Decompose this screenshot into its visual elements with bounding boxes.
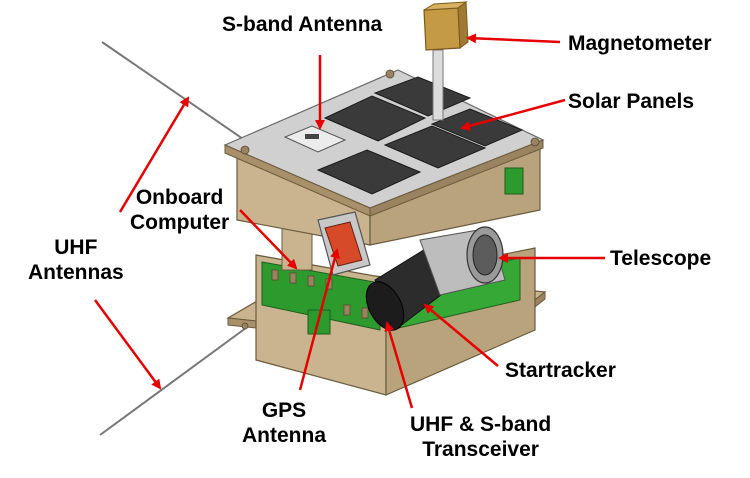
label-uhf-antennas: UHF Antennas (28, 235, 124, 285)
arrow-magnetometer (466, 33, 561, 44)
label-s-band-antenna: S-band Antenna (222, 13, 383, 36)
label-uhf-antennas-line2: Antennas (28, 261, 124, 284)
label-gps-antenna-line1: GPS (261, 399, 307, 422)
label-onboard-computer-line2: Computer (130, 211, 230, 234)
label-transceiver-line1: UHF & S-band (410, 413, 552, 436)
arrow-startracker (423, 303, 499, 367)
label-uhf-sband-transceiver: UHF & S-band Transceiver (410, 412, 551, 462)
telescope-body (419, 226, 506, 296)
label-startracker: Startracker (505, 359, 616, 382)
uhf-antenna-bottom-wire (99, 324, 251, 436)
label-gps-antenna-line2: Antenna (242, 424, 326, 447)
label-onboard-computer-line1: Onboard (135, 186, 224, 209)
uhf-antenna-top-wire (101, 41, 263, 153)
arrow-gps-antenna (298, 248, 340, 391)
label-telescope: Telescope (610, 247, 712, 270)
label-transceiver-line2: Transceiver (422, 438, 539, 461)
label-uhf-antennas-line1: UHF (54, 236, 98, 259)
arrow-uhf-antennas-bottom (93, 299, 162, 390)
arrow-transceiver (384, 321, 414, 409)
label-solar-panels: Solar Panels (568, 90, 695, 113)
label-onboard-computer: Onboard Computer (130, 185, 229, 235)
arrow-uhf-antennas-top (118, 96, 190, 213)
label-magnetometer: Magnetometer (568, 32, 712, 55)
arrow-solar-panels (460, 98, 566, 131)
arrow-onboard-computer (239, 209, 298, 270)
solar-panels (316, 76, 524, 195)
label-gps-antenna: GPS Antenna (242, 398, 326, 448)
magnetometer-box (423, 7, 461, 51)
